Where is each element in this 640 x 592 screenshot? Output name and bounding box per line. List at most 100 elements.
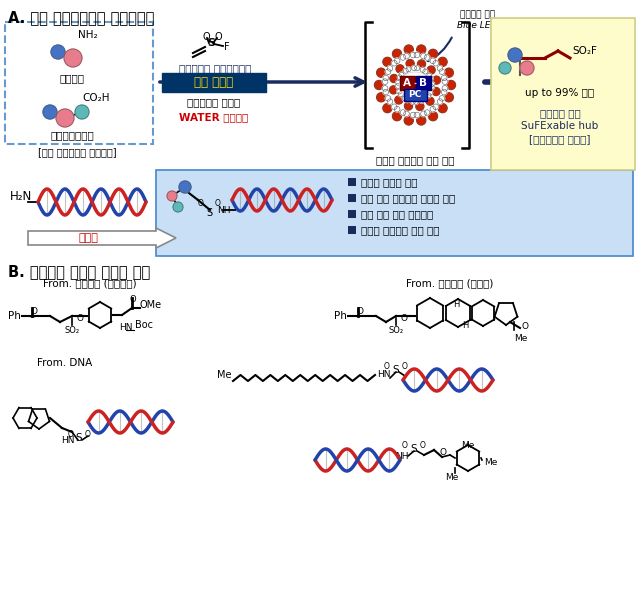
Circle shape [433,76,440,84]
Circle shape [383,89,388,95]
Circle shape [383,104,392,112]
Circle shape [64,49,82,67]
Text: O: O [401,314,408,323]
Text: O: O [130,295,136,304]
Circle shape [416,102,424,111]
Circle shape [417,60,426,68]
Text: B: B [419,78,427,88]
FancyBboxPatch shape [156,170,633,256]
Text: NH₂: NH₂ [78,30,98,40]
Circle shape [430,58,436,63]
FancyArrow shape [28,228,176,248]
Text: O: O [202,32,210,42]
Circle shape [404,102,413,110]
Circle shape [382,86,388,91]
Circle shape [402,96,407,101]
Bar [348,178,356,185]
Circle shape [43,105,57,119]
Text: H₂N: H₂N [10,189,32,202]
Circle shape [392,104,397,110]
Text: 가시광선 조사
Blue LED: 가시광선 조사 Blue LED [457,11,497,30]
Circle shape [420,53,426,59]
Circle shape [377,68,386,77]
Text: OMe: OMe [140,300,162,310]
Text: Ph: Ph [8,311,20,321]
Text: O: O [356,307,364,316]
Text: O: O [402,362,408,371]
Circle shape [438,57,447,66]
Circle shape [420,67,425,72]
Circle shape [433,60,438,66]
Circle shape [427,73,432,78]
Circle shape [520,61,534,75]
Circle shape [424,54,430,60]
Text: From. DNA: From. DNA [37,358,93,368]
Text: S: S [393,365,399,375]
Text: 알킬카르복실산: 알킬카르복실산 [50,130,94,140]
Circle shape [439,95,445,101]
Circle shape [399,72,404,77]
Circle shape [410,112,416,118]
Bar [348,210,356,217]
Ellipse shape [399,72,431,98]
Text: O: O [85,430,91,439]
Circle shape [417,116,426,125]
Text: SO₂: SO₂ [388,326,404,335]
Circle shape [394,107,400,112]
Circle shape [417,45,426,54]
Text: SO₂F: SO₂F [572,46,597,56]
Text: O: O [215,198,221,208]
Circle shape [392,49,401,59]
Circle shape [390,86,397,94]
Circle shape [400,110,406,115]
Text: From. 에스트론 (호르몬): From. 에스트론 (호르몬) [406,278,493,288]
Text: O: O [384,362,390,371]
Text: 알킬아민: 알킬아민 [60,73,84,83]
Text: 수용액: 수용액 [78,233,98,243]
Text: S: S [411,444,417,454]
Circle shape [377,93,386,102]
Circle shape [424,110,430,115]
Circle shape [395,96,403,104]
Text: Me: Me [461,441,475,450]
Text: 분자간 서펙스 결합: 분자간 서펙스 결합 [361,177,417,187]
Circle shape [396,83,401,88]
Circle shape [397,89,402,94]
Circle shape [438,104,447,112]
Text: O: O [522,321,529,330]
Circle shape [179,181,191,193]
Text: F: F [224,42,230,52]
Circle shape [392,112,401,121]
Text: Boc: Boc [135,320,153,330]
Text: 금속이 사용되지 않는 공정: 금속이 사용되지 않는 공정 [361,225,440,235]
Circle shape [508,48,522,62]
Circle shape [428,76,433,81]
Circle shape [447,81,456,89]
Circle shape [444,93,453,102]
Circle shape [412,66,417,70]
Text: A. 신규 단일전자전달 광촉매반응: A. 신규 단일전자전달 광촉매반응 [8,10,154,25]
Text: WATER 반응매개: WATER 반응매개 [179,112,248,122]
Circle shape [414,52,420,58]
Circle shape [414,112,420,118]
Circle shape [374,81,383,89]
Text: O: O [197,198,203,208]
Circle shape [396,65,404,73]
Circle shape [394,58,400,63]
Circle shape [383,57,392,66]
Text: S: S [207,38,215,48]
Text: HN: HN [377,369,390,378]
Circle shape [419,98,424,103]
Circle shape [397,75,403,80]
Circle shape [442,86,447,91]
Circle shape [392,60,397,66]
Text: B. 생체접합 서펙스 반응의 응용: B. 생체접합 서펙스 반응의 응용 [8,264,150,279]
FancyBboxPatch shape [399,76,415,89]
Text: Me: Me [484,458,497,466]
FancyBboxPatch shape [403,88,426,101]
Text: O: O [77,314,83,323]
Text: A: A [403,78,411,88]
Circle shape [404,53,410,59]
Circle shape [427,66,435,74]
Text: S: S [206,208,212,218]
